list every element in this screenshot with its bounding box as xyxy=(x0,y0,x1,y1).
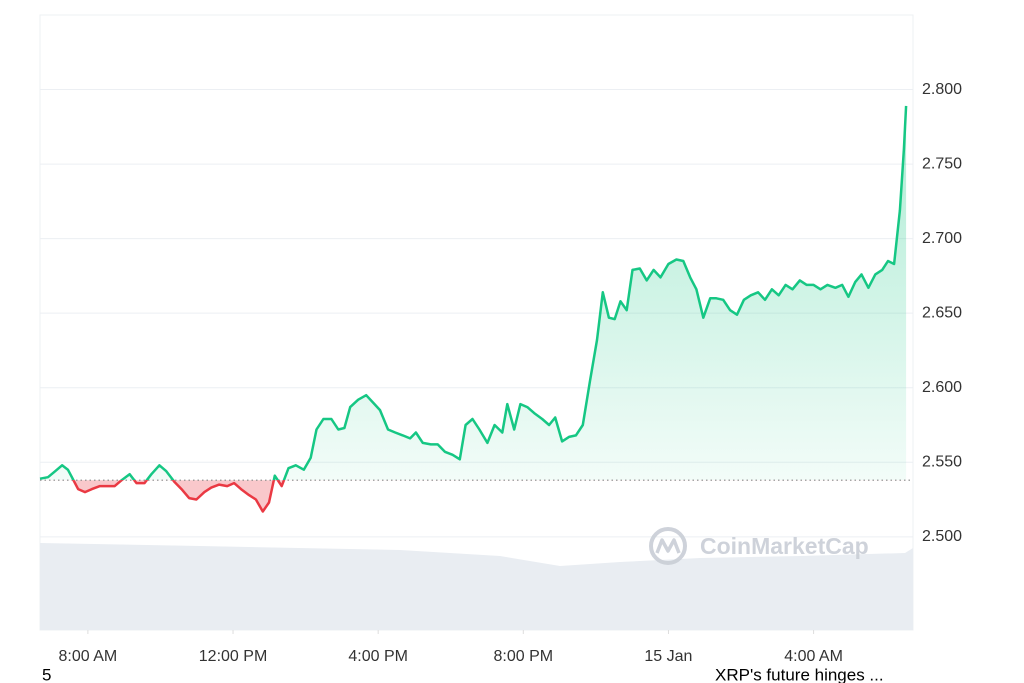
y-tick-label: 2.550 xyxy=(922,453,962,470)
x-tick-label: 12:00 PM xyxy=(199,648,267,665)
footer-right: XRP's future hinges ... xyxy=(715,665,884,683)
y-tick-label: 2.500 xyxy=(922,528,962,545)
y-tick-label: 2.750 xyxy=(922,155,962,172)
axes: 2.500 2.550 2.600 2.650 2.700 2.750 2.800 8:00 … xyxy=(59,81,963,665)
price-line xyxy=(39,105,908,481)
y-tick-label: 2.800 xyxy=(922,81,962,98)
area-above xyxy=(40,105,907,481)
x-tick-label: 4:00 AM xyxy=(784,648,843,665)
y-tick-label: 2.700 xyxy=(922,230,962,247)
x-tick-label: 4:00 PM xyxy=(348,648,408,665)
area-below xyxy=(40,480,907,512)
y-tick-label: 2.650 xyxy=(922,304,962,321)
x-tick-label: 8:00 AM xyxy=(59,648,118,665)
watermark-text: CoinMarketCap xyxy=(700,533,869,559)
price-line-below xyxy=(72,480,286,513)
footer-left: 5 xyxy=(42,665,51,683)
x-tick-label: 15 Jan xyxy=(644,648,692,665)
volume-area xyxy=(40,543,913,630)
y-tick-label: 2.600 xyxy=(922,379,962,396)
x-tick-label: 8:00 PM xyxy=(494,648,554,665)
watermark: CoinMarketCap xyxy=(649,527,869,565)
plot xyxy=(39,105,913,513)
